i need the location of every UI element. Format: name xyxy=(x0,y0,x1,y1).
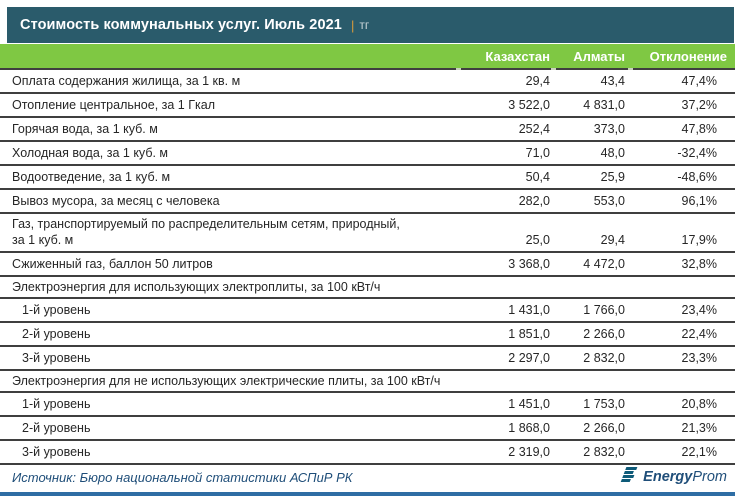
page-title: Стоимость коммунальных услуг. Июль 2021 xyxy=(20,17,342,33)
value-kazakhstan: 3 522,0 xyxy=(458,93,553,118)
value-kazakhstan: 25,0 xyxy=(458,213,553,253)
bottom-accent-bar xyxy=(0,492,735,496)
title-unit: тг xyxy=(359,18,370,32)
row-label: Сжиженный газ, баллон 50 литров xyxy=(0,252,458,277)
utility-cost-table-wrap: Казахстан Алматы Отклонение Оплата содер… xyxy=(0,44,735,496)
section-row: Электроэнергия для использующих электроп… xyxy=(0,276,735,299)
footer: Источник: Бюро национальной статистики А… xyxy=(0,465,735,489)
table-row: Сжиженный газ, баллон 50 литров 3 368,0 4 … xyxy=(0,252,735,277)
value-kazakhstan: 29,4 xyxy=(458,69,553,94)
title-bar: Стоимость коммунальных услуг. Июль 2021 … xyxy=(7,7,734,43)
value-almaty: 2 266,0 xyxy=(553,416,630,441)
value-deviation: 17,9% xyxy=(630,213,735,253)
row-label: Холодная вода, за 1 куб. м xyxy=(0,141,458,166)
table-row: Вывоз мусора, за месяц с человека 282,0 55… xyxy=(0,189,735,214)
value-almaty: 4 472,0 xyxy=(553,252,630,277)
value-kazakhstan: 1 868,0 xyxy=(458,416,553,441)
energyprom-logo-text: EnergyProm xyxy=(643,469,727,485)
value-kazakhstan: 1 451,0 xyxy=(458,392,553,417)
value-deviation: 96,1% xyxy=(630,189,735,214)
value-almaty: 373,0 xyxy=(553,117,630,142)
row-label: Электроэнергия для не использующих элект… xyxy=(0,370,735,393)
row-label: 1-й уровень xyxy=(0,392,458,417)
table-row: Газ, транспортируемый по распределительн… xyxy=(0,213,735,253)
table-row: 1-й уровень 1 451,0 1 753,0 20,8% xyxy=(0,392,735,417)
value-deviation: 23,3% xyxy=(630,346,735,371)
value-almaty: 43,4 xyxy=(553,69,630,94)
row-label: Оплата содержания жилища, за 1 кв. м xyxy=(0,69,458,94)
column-header-kazakhstan: Казахстан xyxy=(456,44,553,70)
utility-cost-table: Казахстан Алматы Отклонение Оплата содер… xyxy=(0,44,735,465)
source-note: Источник: Бюро национальной статистики А… xyxy=(12,469,353,485)
row-label: 2-й уровень xyxy=(0,416,458,441)
table-row: Горячая вода, за 1 куб. м 252,4 373,0 47,8% xyxy=(0,117,735,142)
column-header-empty xyxy=(0,44,458,70)
row-label: Горячая вода, за 1 куб. м xyxy=(0,117,458,142)
table-row: 3-й уровень 2 319,0 2 832,0 22,1% xyxy=(0,440,735,465)
value-almaty: 29,4 xyxy=(553,213,630,253)
table-body: Оплата содержания жилища, за 1 кв. м 29,4… xyxy=(0,69,735,465)
row-label: 3-й уровень xyxy=(0,440,458,465)
value-deviation: 37,2% xyxy=(630,93,735,118)
value-deviation: 23,4% xyxy=(630,298,735,323)
column-header-deviation: Отклонение xyxy=(628,44,735,70)
table-row: Водоотведение, за 1 куб. м 50,4 25,9 -48,6% xyxy=(0,165,735,190)
value-almaty: 2 832,0 xyxy=(553,346,630,371)
value-almaty: 1 753,0 xyxy=(553,392,630,417)
energyprom-logo-icon xyxy=(619,466,638,488)
value-deviation: -48,6% xyxy=(630,165,735,190)
table-row: 1-й уровень 1 431,0 1 766,0 23,4% xyxy=(0,298,735,323)
logo-text-bold: Energy xyxy=(643,469,693,485)
value-kazakhstan: 282,0 xyxy=(458,189,553,214)
value-kazakhstan: 3 368,0 xyxy=(458,252,553,277)
row-label: 3-й уровень xyxy=(0,346,458,371)
table-row: Отопление центральное, за 1 Гкал 3 522,0 4… xyxy=(0,93,735,118)
value-deviation: -32,4% xyxy=(630,141,735,166)
value-deviation: 21,3% xyxy=(630,416,735,441)
value-deviation: 22,1% xyxy=(630,440,735,465)
table-row: 2-й уровень 1 868,0 2 266,0 21,3% xyxy=(0,416,735,441)
row-label: 1-й уровень xyxy=(0,298,458,323)
value-almaty: 553,0 xyxy=(553,189,630,214)
value-almaty: 25,9 xyxy=(553,165,630,190)
value-almaty: 4 831,0 xyxy=(553,93,630,118)
logo-text-regular: Prom xyxy=(692,469,727,485)
section-row: Электроэнергия для не использующих элект… xyxy=(0,370,735,393)
value-kazakhstan: 2 319,0 xyxy=(458,440,553,465)
table-row: 3-й уровень 2 297,0 2 832,0 23,3% xyxy=(0,346,735,371)
value-almaty: 2 266,0 xyxy=(553,322,630,347)
value-kazakhstan: 2 297,0 xyxy=(458,346,553,371)
value-kazakhstan: 1 851,0 xyxy=(458,322,553,347)
row-label: Отопление центральное, за 1 Гкал xyxy=(0,93,458,118)
value-deviation: 47,4% xyxy=(630,69,735,94)
value-kazakhstan: 50,4 xyxy=(458,165,553,190)
table-row: Холодная вода, за 1 куб. м 71,0 48,0 -32,4% xyxy=(0,141,735,166)
row-label: 2-й уровень xyxy=(0,322,458,347)
value-deviation: 20,8% xyxy=(630,392,735,417)
row-label: Электроэнергия для использующих электроп… xyxy=(0,276,735,299)
value-kazakhstan: 1 431,0 xyxy=(458,298,553,323)
table-row: 2-й уровень 1 851,0 2 266,0 22,4% xyxy=(0,322,735,347)
value-almaty: 2 832,0 xyxy=(553,440,630,465)
row-label: Вывоз мусора, за месяц с человека xyxy=(0,189,458,214)
value-deviation: 32,8% xyxy=(630,252,735,277)
row-label: Газ, транспортируемый по распределительн… xyxy=(0,213,458,253)
value-kazakhstan: 71,0 xyxy=(458,141,553,166)
title-separator: | xyxy=(350,17,355,33)
column-header-almaty: Алматы xyxy=(551,44,630,70)
value-almaty: 1 766,0 xyxy=(553,298,630,323)
row-label: Водоотведение, за 1 куб. м xyxy=(0,165,458,190)
table-row: Оплата содержания жилища, за 1 кв. м 29,4… xyxy=(0,69,735,94)
energyprom-logo: EnergyProm xyxy=(619,466,735,488)
column-header-row: Казахстан Алматы Отклонение xyxy=(0,44,735,70)
value-deviation: 47,8% xyxy=(630,117,735,142)
value-deviation: 22,4% xyxy=(630,322,735,347)
value-almaty: 48,0 xyxy=(553,141,630,166)
value-kazakhstan: 252,4 xyxy=(458,117,553,142)
